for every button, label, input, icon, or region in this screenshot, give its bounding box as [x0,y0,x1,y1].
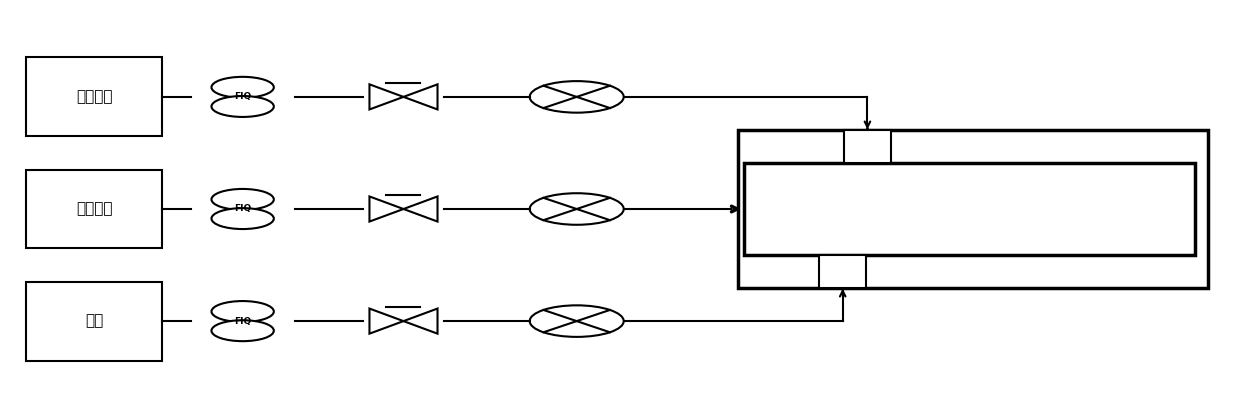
Circle shape [529,193,624,225]
Circle shape [529,305,624,337]
Polygon shape [370,196,403,222]
Bar [744,163,1195,255]
Circle shape [212,96,274,117]
Circle shape [212,301,274,322]
Text: FIQ: FIQ [234,204,252,214]
Circle shape [212,77,274,98]
Bar [26,282,162,361]
Circle shape [212,320,274,341]
Polygon shape [370,84,403,110]
Circle shape [529,81,624,113]
Text: 氧气: 氧气 [86,314,103,329]
Circle shape [212,208,274,229]
Circle shape [212,189,274,210]
Bar [844,130,892,163]
Bar [820,255,867,288]
Bar [738,130,1208,288]
Polygon shape [403,308,438,334]
Bar [26,57,162,136]
Text: 助燃风机: 助燃风机 [76,201,113,217]
Polygon shape [403,196,438,222]
Polygon shape [370,308,403,334]
Bar [26,170,162,248]
Text: 煤气风机: 煤气风机 [76,89,113,104]
Text: FIQ: FIQ [234,92,252,102]
Polygon shape [403,84,438,110]
Text: FIQ: FIQ [234,316,252,326]
